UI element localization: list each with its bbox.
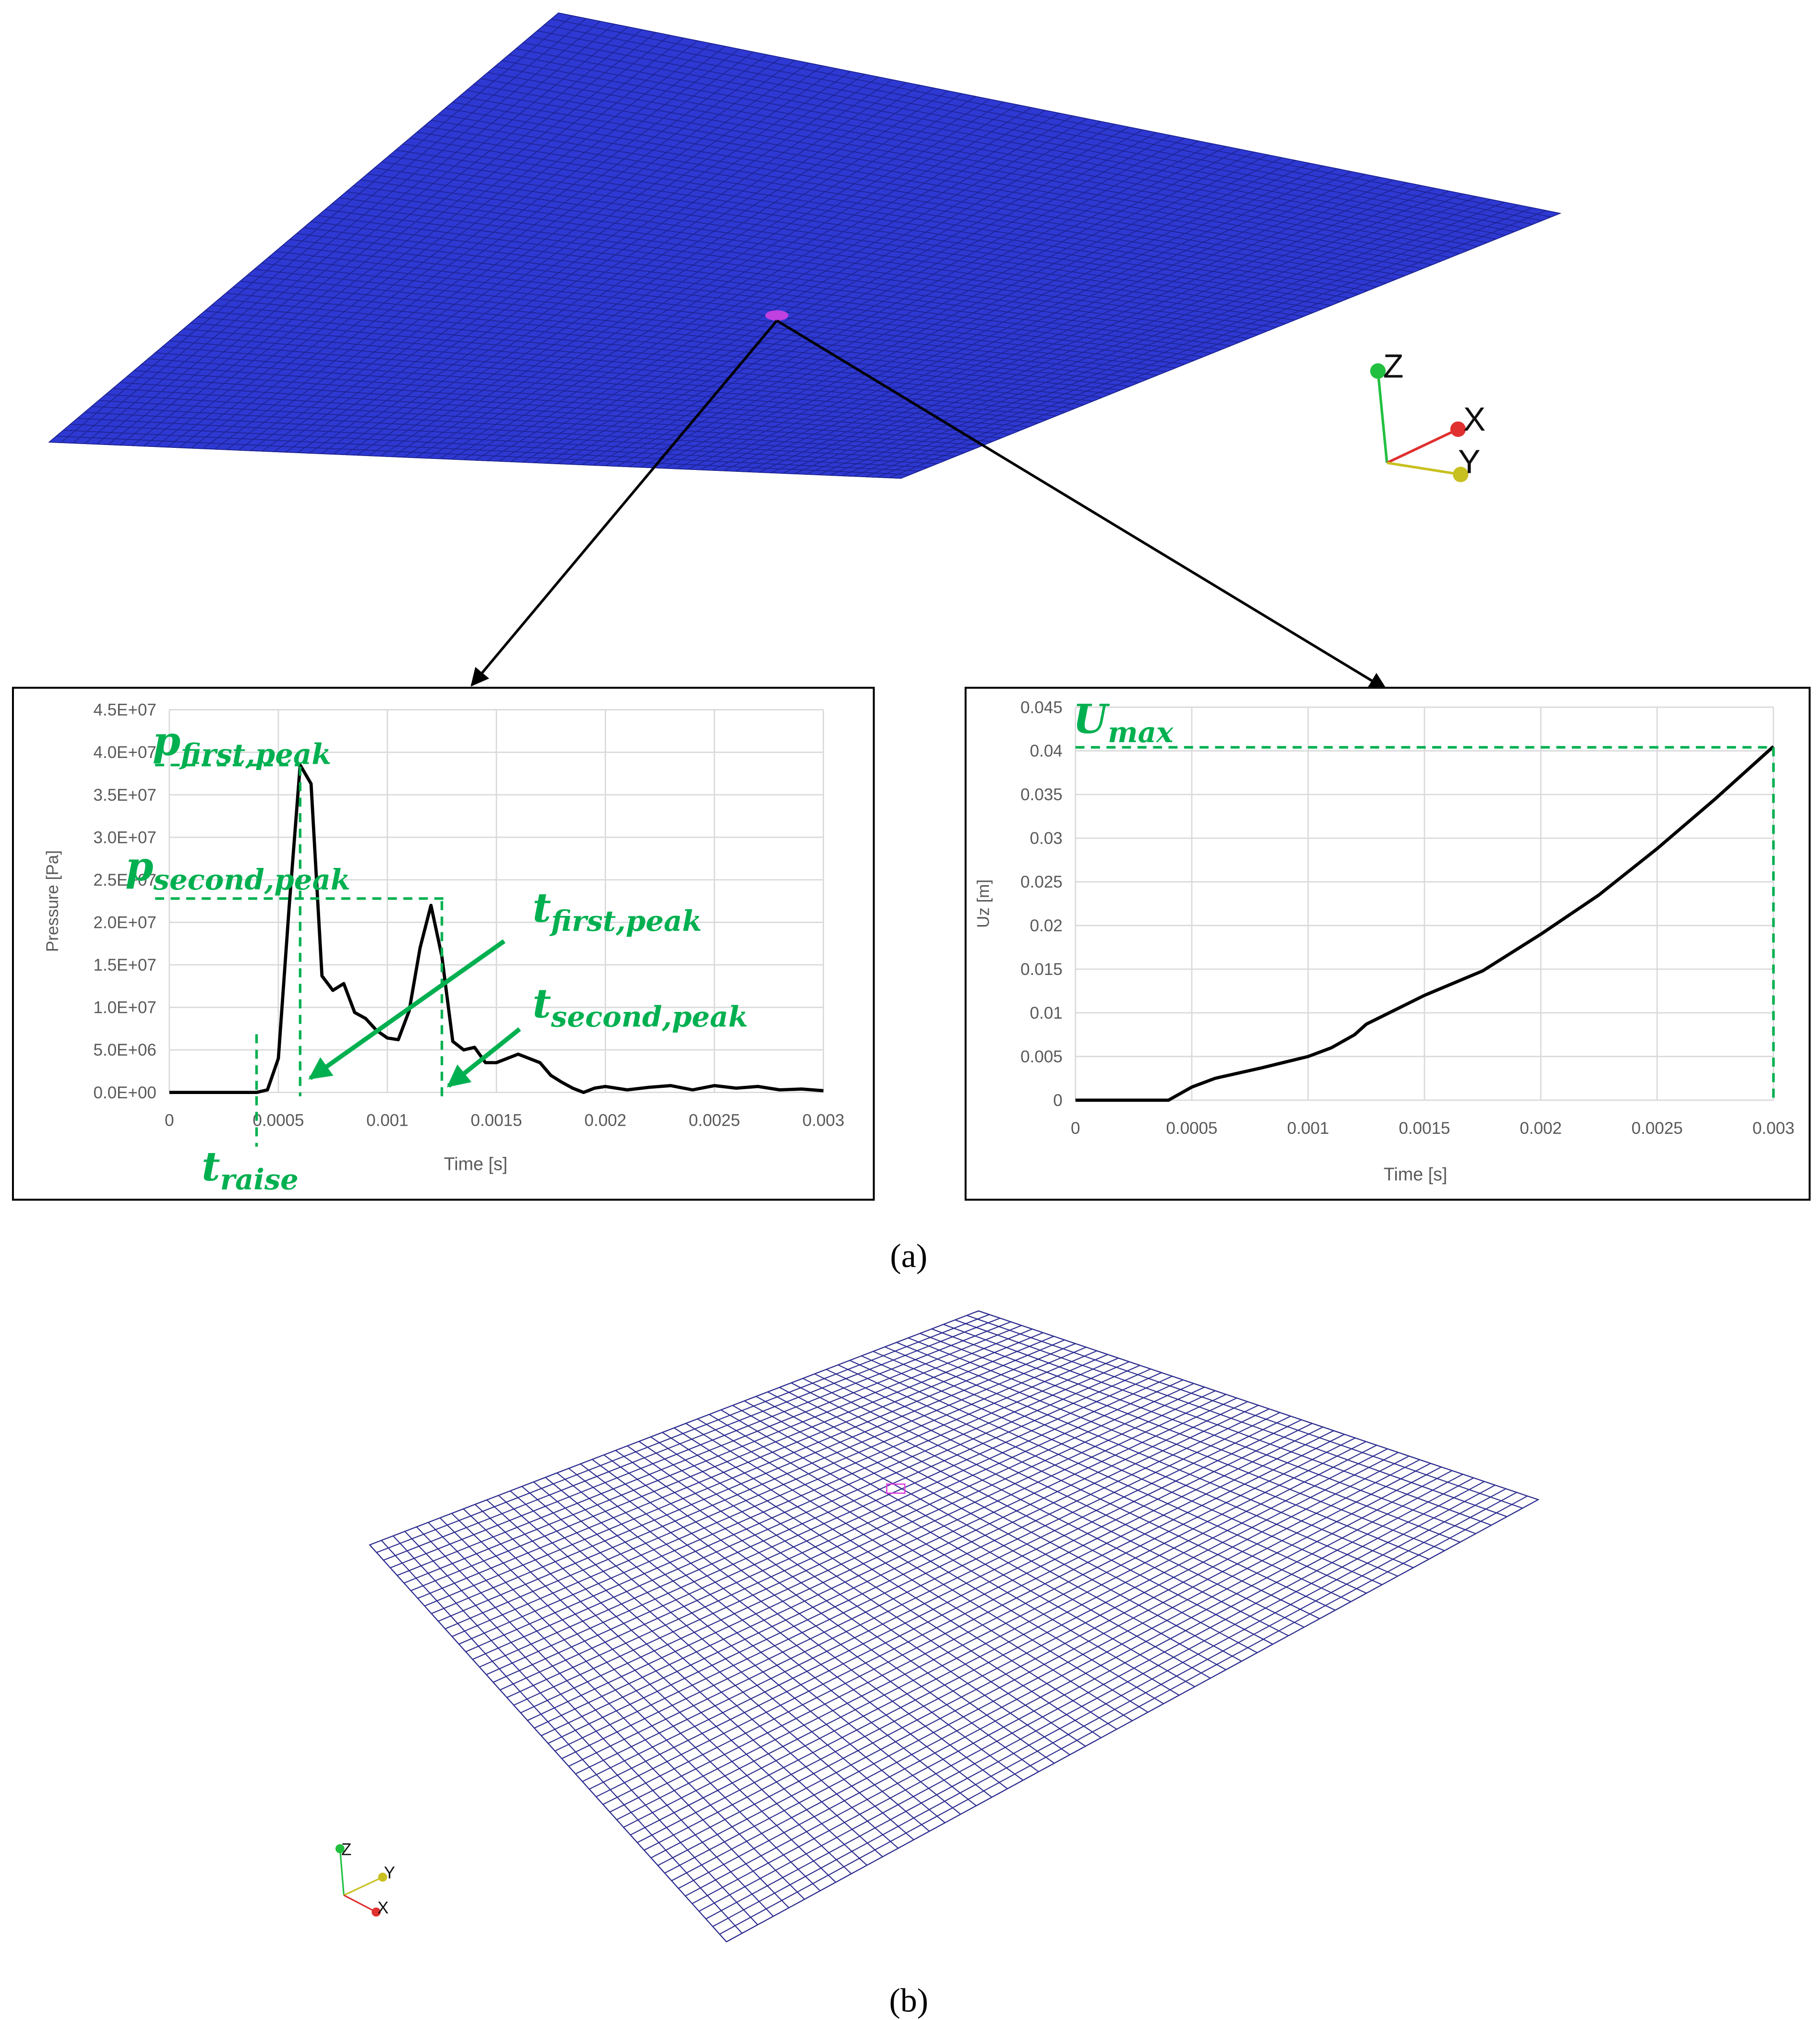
data-line [169, 763, 824, 1094]
y-tick-label: 0.015 [1020, 960, 1063, 979]
arrow [470, 320, 778, 687]
annotation-arrow [446, 1027, 521, 1088]
annotation-subscript: second,peak [153, 863, 350, 896]
caption: (b) [889, 1982, 928, 2019]
y-tick-label: 3.5E+07 [94, 786, 156, 805]
y-tick-label: 2.0E+07 [94, 914, 156, 932]
annotation-subscript: first,peak [549, 904, 702, 938]
axis-triad-cone [1370, 363, 1386, 379]
y-tick-label: 0.035 [1020, 785, 1063, 804]
probe-point [886, 1483, 906, 1494]
chart-frame [12, 686, 875, 1201]
annotation-symbol: t [202, 1143, 220, 1190]
annotation-symbol: t [533, 980, 551, 1027]
y-tick-label: 0.025 [1020, 873, 1063, 891]
axis-triad-line [1387, 461, 1461, 476]
arrow [776, 319, 1388, 690]
annotation-symbol: t [533, 884, 551, 931]
axis-triad-label: Z [1383, 347, 1404, 385]
x-tick-label: 0.003 [1752, 1119, 1795, 1138]
y-tick-label: 0.03 [1030, 829, 1063, 848]
y-tick-label: 0.005 [1020, 1047, 1063, 1066]
axis-triad-line [1377, 371, 1389, 463]
y-tick-label: 0.04 [1030, 742, 1063, 760]
mesh-surface [369, 1310, 1540, 1943]
axis-triad-label: Z [341, 1840, 351, 1859]
x-tick-label: 0.0005 [252, 1111, 304, 1130]
y-tick-label: 2.5E+07 [94, 871, 156, 890]
annotation-symbol: p [125, 843, 153, 890]
y-tick-label: 0 [1053, 1091, 1062, 1110]
annotation-symbol: p [153, 718, 180, 765]
annotation: tsecond,peak [533, 980, 748, 1033]
annotation-subscript: second,peak [551, 999, 748, 1033]
axis-triad-label: Y [1458, 443, 1481, 481]
y-tick-label: 0.02 [1030, 916, 1063, 935]
annotation: pfirst,peak [153, 718, 332, 771]
annotation-symbol: U [1073, 696, 1110, 743]
y-tick-label: 4.5E+07 [94, 701, 156, 720]
probe-point [765, 310, 789, 321]
axis-triad-cone [378, 1872, 387, 1882]
axis-triad-cone [1453, 467, 1469, 482]
x-tick-label: 0 [1071, 1119, 1080, 1138]
x-axis-title: Time [s] [444, 1154, 508, 1174]
y-tick-label: 0.01 [1030, 1004, 1063, 1022]
y-tick-label: 1.0E+07 [94, 998, 156, 1017]
chart-frame [964, 686, 1811, 1201]
y-axis-title: Uz [m] [974, 879, 993, 928]
axis-triad-cone [335, 1844, 345, 1853]
caption: (a) [890, 1238, 927, 1275]
y-tick-label: 0.0E+00 [94, 1083, 156, 1102]
annotation-subscript: raise [220, 1163, 299, 1196]
annotation: psecond,peak [125, 843, 350, 896]
axis-triad-line [343, 1894, 377, 1913]
x-tick-label: 0.001 [366, 1111, 408, 1130]
x-tick-label: 0.0025 [1631, 1119, 1683, 1138]
y-tick-label: 1.5E+07 [94, 956, 156, 974]
y-tick-label: 4.0E+07 [94, 743, 156, 762]
x-tick-label: 0.001 [1287, 1119, 1329, 1138]
data-line [1075, 745, 1775, 1102]
x-tick-label: 0.0015 [471, 1111, 522, 1130]
annotation: traise [202, 1143, 299, 1196]
axis-triad-label: X [1463, 400, 1486, 438]
y-tick-label: 0.045 [1020, 698, 1063, 717]
axis-triad-label: X [377, 1899, 388, 1917]
x-tick-label: 0 [165, 1111, 174, 1130]
x-tick-label: 0.002 [1520, 1119, 1562, 1138]
annotation-subscript: first,peak [179, 737, 331, 771]
annotation: tfirst,peak [533, 884, 702, 938]
axis-triad-line [343, 1876, 383, 1896]
axis-triad-cone [1450, 421, 1466, 437]
x-tick-label: 0.0025 [689, 1111, 740, 1130]
annotation-arrow [308, 939, 506, 1080]
axis-triad-line [1386, 428, 1459, 464]
x-tick-label: 0.002 [585, 1111, 627, 1130]
axis-triad-line [339, 1849, 345, 1896]
meshes [48, 12, 1562, 1943]
x-tick-label: 0.0015 [1399, 1119, 1450, 1138]
y-tick-label: 3.0E+07 [94, 828, 156, 847]
x-tick-label: 0.0005 [1166, 1119, 1218, 1138]
mesh-grid [48, 12, 1560, 479]
annotation: Umax [1073, 696, 1173, 749]
mesh-grid [369, 1310, 1539, 1943]
axis-triad-label: Y [384, 1864, 395, 1882]
y-axis-title: Pressure [Pa] [43, 850, 62, 952]
x-axis-title: Time [s] [1384, 1164, 1448, 1184]
y-tick-label: 5.0E+06 [94, 1041, 156, 1059]
annotation-subscript: max [1108, 715, 1173, 749]
axis-triad-cone [371, 1907, 381, 1917]
x-tick-label: 0.003 [802, 1111, 845, 1130]
